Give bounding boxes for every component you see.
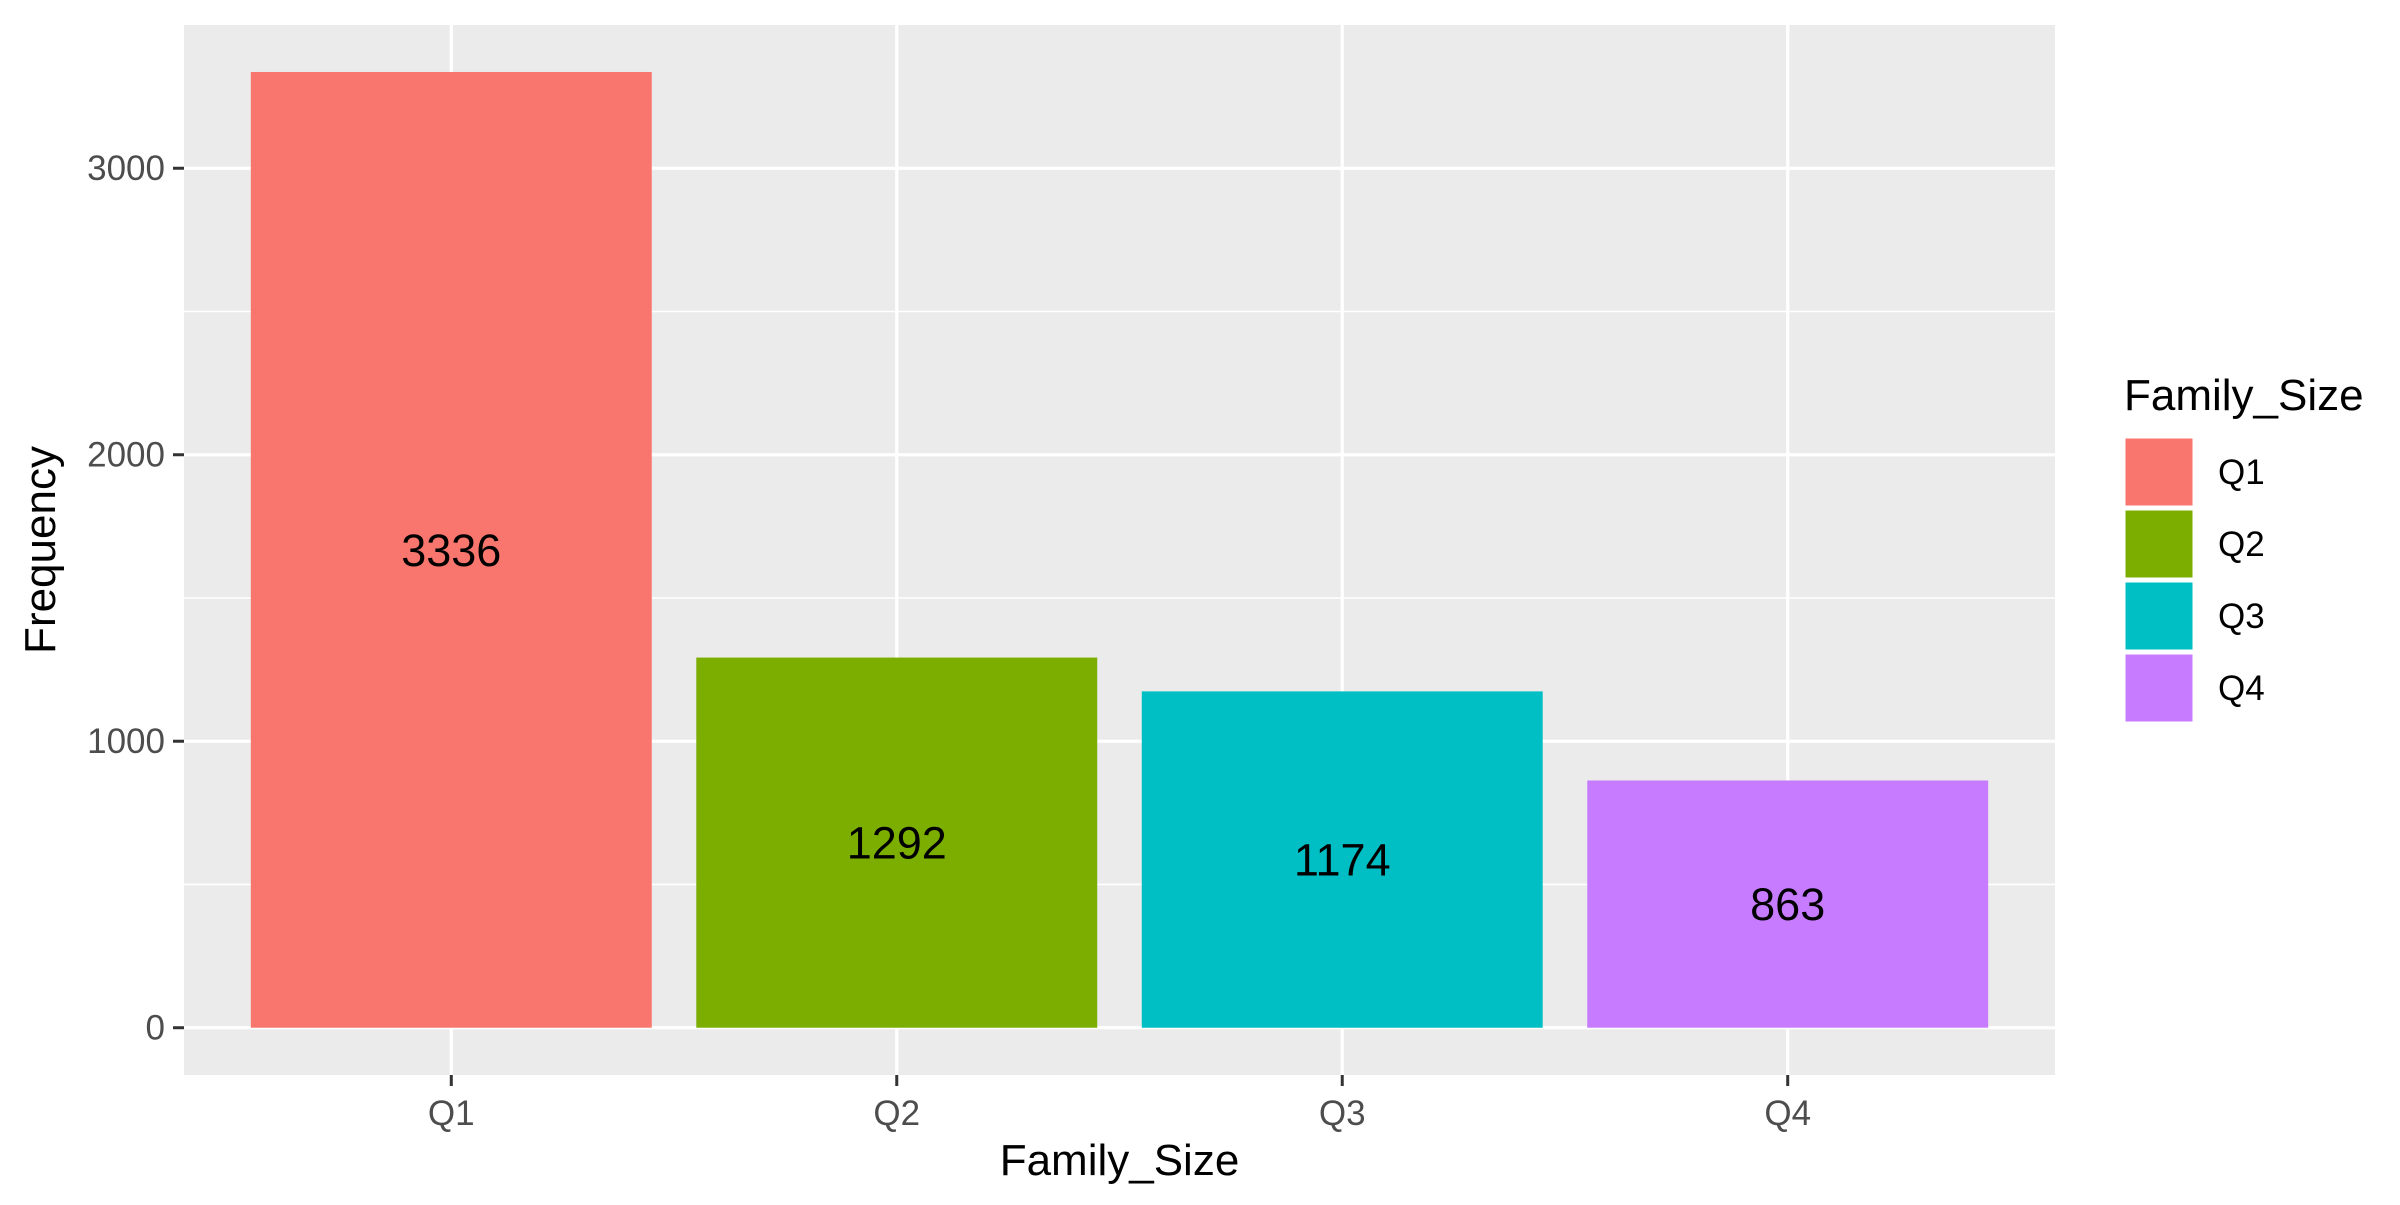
data-label-q1: 3336 xyxy=(401,525,501,576)
data-label-q2: 1292 xyxy=(847,818,947,869)
bar-q4 xyxy=(1587,780,1989,1028)
legend-label-q1: Q1 xyxy=(2218,453,2265,492)
legend-key-q2 xyxy=(2122,507,2196,581)
bars xyxy=(250,71,1989,1028)
bar-q3 xyxy=(1141,691,1543,1028)
legend-label-q2: Q2 xyxy=(2218,525,2265,564)
legend-label-q4: Q4 xyxy=(2218,669,2265,708)
legend: Family_Size Q1 Q2 Q3 Q4 xyxy=(2122,371,2364,725)
bar-q1 xyxy=(250,71,652,1028)
x-tick-label: Q2 xyxy=(873,1094,920,1133)
y-axis: 0 1000 2000 3000 xyxy=(87,149,184,1048)
data-label-q3: 1174 xyxy=(1294,835,1391,886)
y-tick-label: 3000 xyxy=(87,149,165,188)
legend-title: Family_Size xyxy=(2124,371,2364,420)
legend-key-q4 xyxy=(2122,651,2196,725)
legend-key-q3 xyxy=(2122,579,2196,653)
x-tick-label: Q1 xyxy=(428,1094,475,1133)
x-tick-label: Q3 xyxy=(1319,1094,1366,1133)
x-axis: Q1 Q2 Q3 Q4 xyxy=(428,1075,1811,1133)
y-tick-label: 2000 xyxy=(87,436,165,475)
legend-key-q1 xyxy=(2122,435,2196,509)
x-axis-title: Family_Size xyxy=(1000,1136,1240,1185)
y-tick-label: 0 xyxy=(146,1009,165,1048)
legend-items: Q1 Q2 Q3 Q4 xyxy=(2122,435,2265,725)
legend-label-q3: Q3 xyxy=(2218,597,2265,636)
y-tick-label: 1000 xyxy=(87,722,165,761)
data-labels: 3336 1292 1174 863 xyxy=(401,525,1825,930)
y-axis-title: Frequency xyxy=(16,446,65,654)
bar-q2 xyxy=(696,657,1098,1028)
data-label-q4: 863 xyxy=(1750,879,1825,930)
x-tick-label: Q4 xyxy=(1764,1094,1811,1133)
